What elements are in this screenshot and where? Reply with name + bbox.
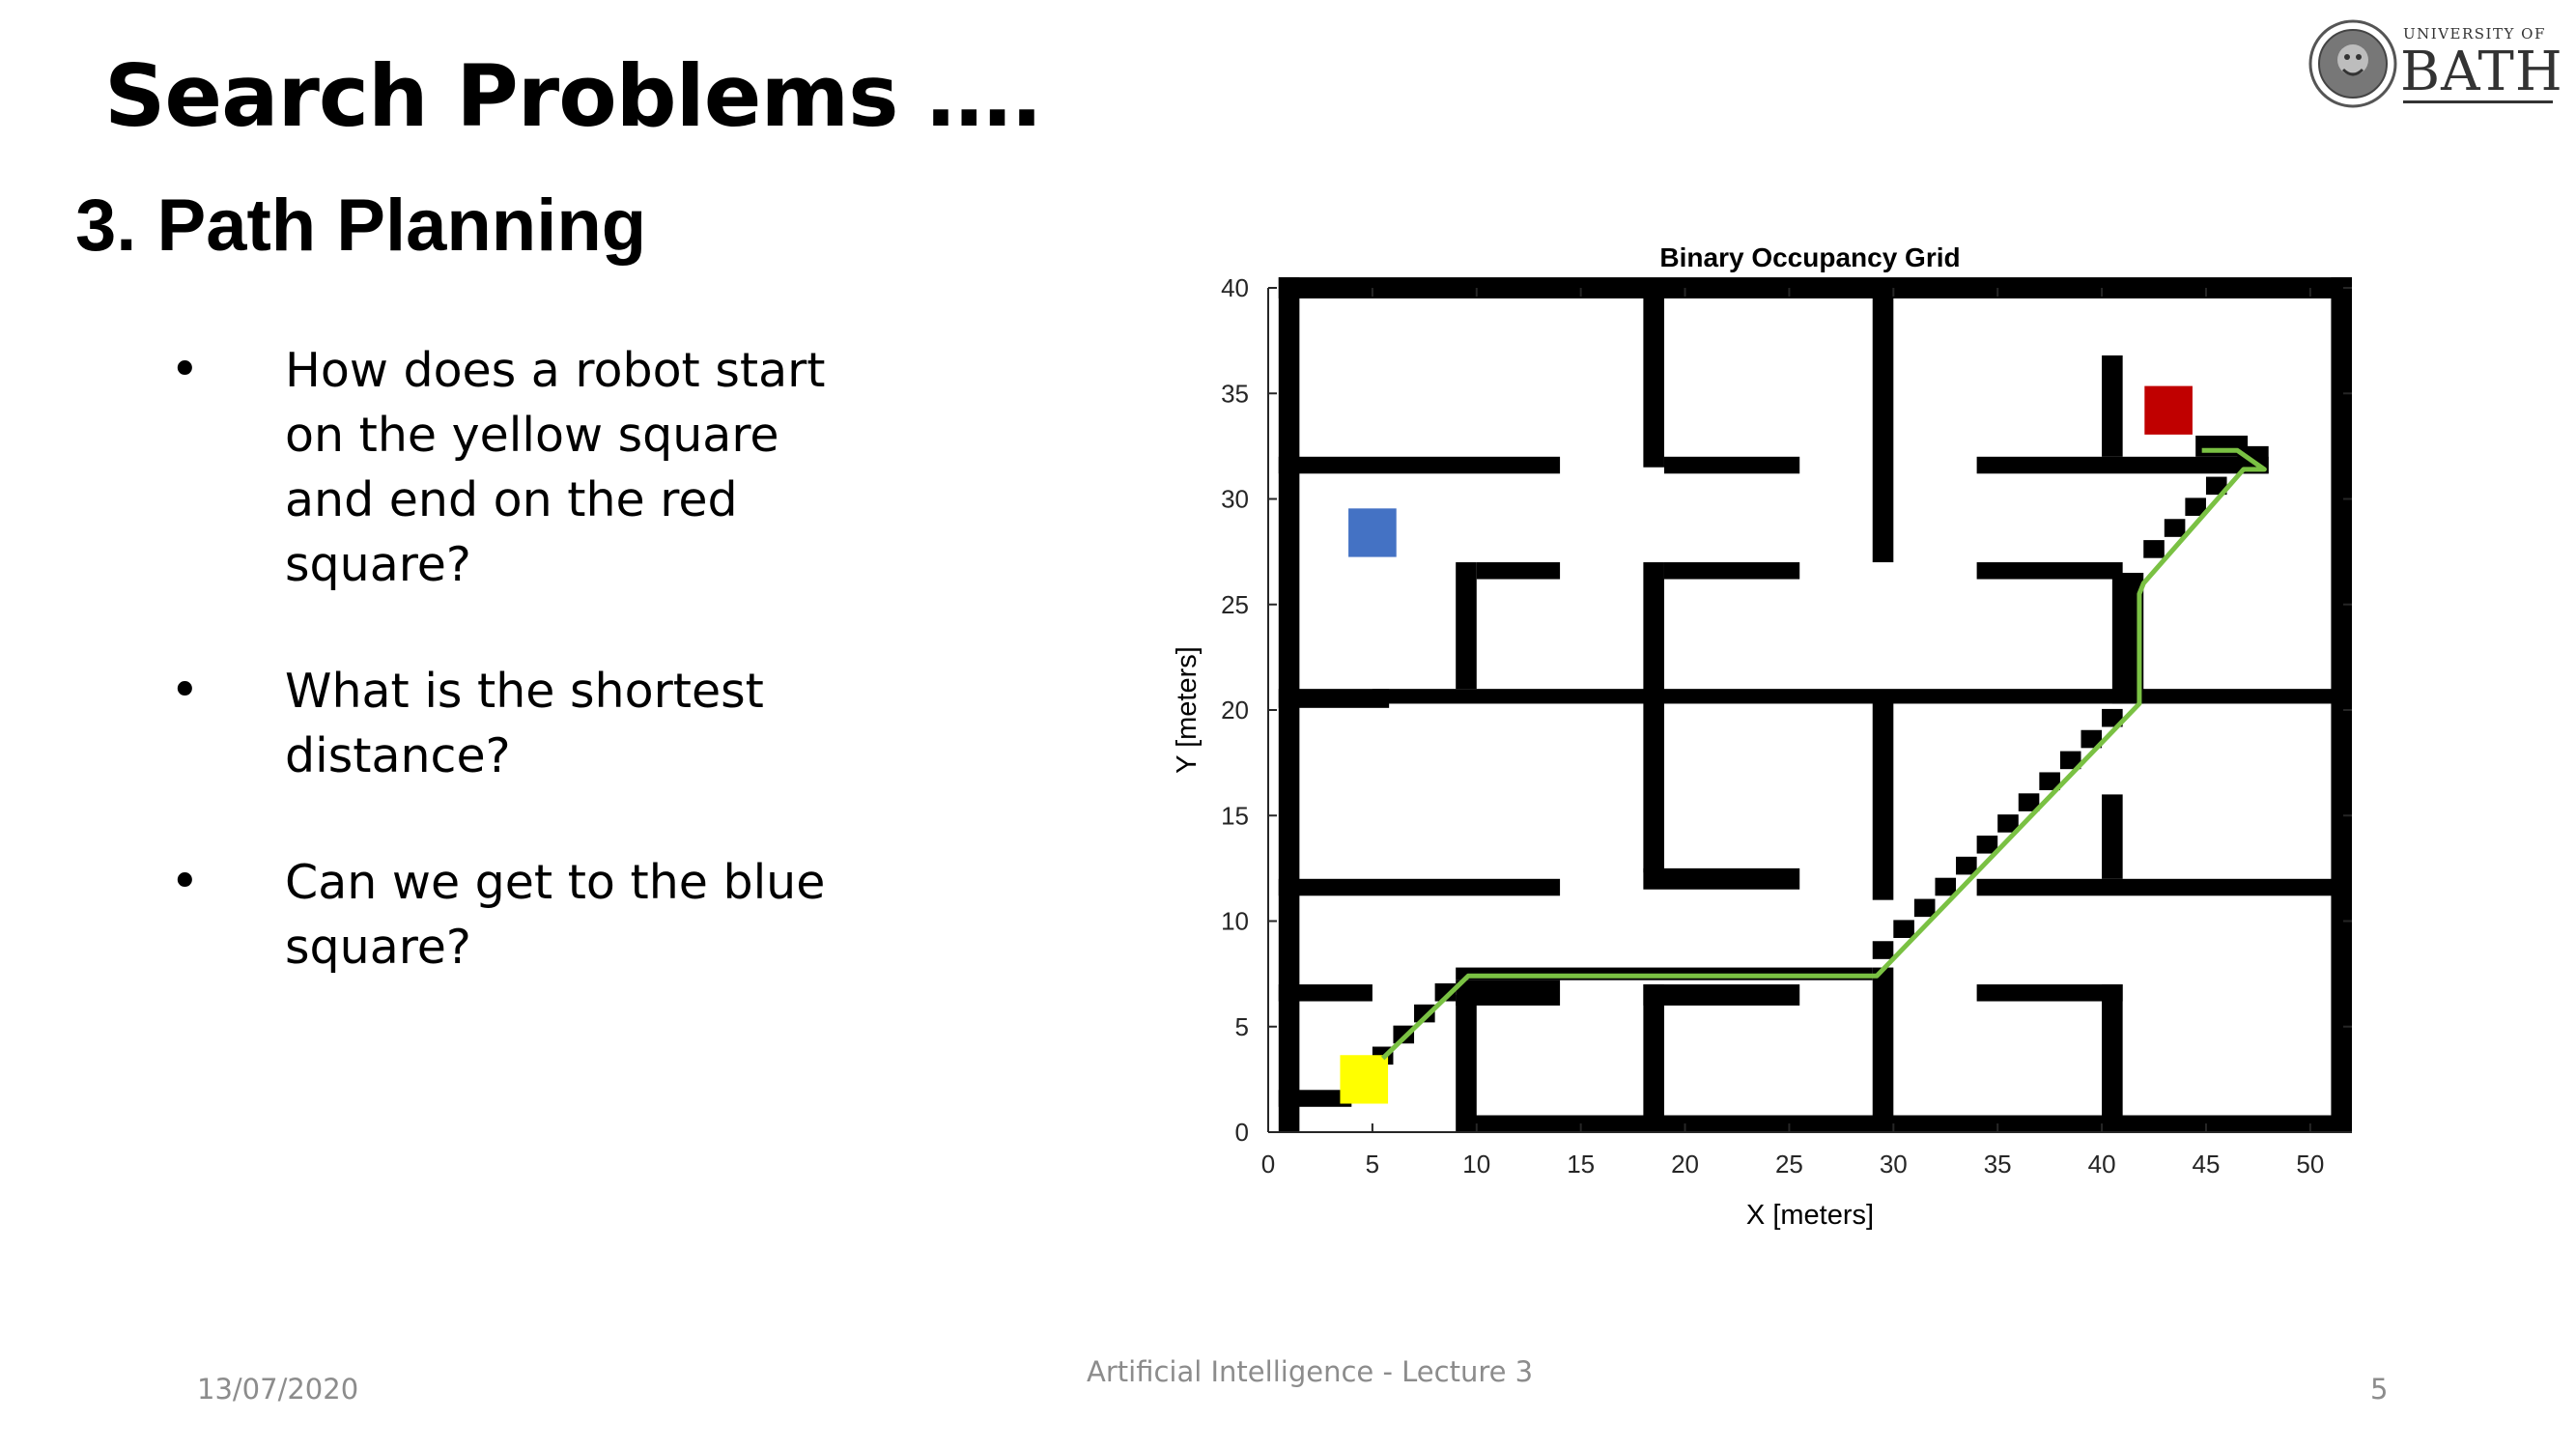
bullet-text: What is the shortest distance? <box>285 664 764 783</box>
occupied-cell <box>1278 1090 1352 1107</box>
y-tick-label: 35 <box>1221 379 1249 408</box>
occupied-cell <box>1872 941 1894 959</box>
occupied-cell <box>2102 984 2123 1132</box>
blue-target-marker <box>1348 508 1397 557</box>
occupied-cell <box>1643 699 1664 873</box>
chart-x-label: X [meters] <box>1746 1200 1874 1231</box>
y-tick-label: 25 <box>1221 590 1249 619</box>
footer-date: 13/07/2020 <box>197 1373 359 1406</box>
y-tick-label: 5 <box>1235 1012 1249 1041</box>
planned-path-line <box>1380 447 2267 1061</box>
university-logo: UNIVERSITY OF BATH <box>2308 19 2563 112</box>
logo-bath: BATH <box>2400 41 2563 103</box>
bullet-symbol: • <box>170 853 200 911</box>
occupied-cell <box>1976 878 2352 896</box>
occupied-cell <box>1893 920 1914 938</box>
x-tick-label: 15 <box>1567 1150 1595 1179</box>
x-tick-label: 10 <box>1462 1150 1490 1179</box>
chart-svg: Binary Occupancy Grid X [meters] Y [mete… <box>1172 242 2352 1231</box>
occupied-cell <box>1643 984 1664 1132</box>
occupied-cell <box>1663 562 1800 580</box>
start-marker <box>1340 1055 1389 1104</box>
occupied-cell <box>1465 1115 2352 1132</box>
university-crest-icon <box>2308 19 2397 108</box>
occupied-cell <box>1414 1004 1435 1023</box>
occupied-cell <box>1997 814 2019 833</box>
y-tick-label: 0 <box>1235 1118 1249 1147</box>
occupied-cell <box>1278 984 1373 1002</box>
occupied-cell <box>1456 562 1477 690</box>
bullet-item: • Can we get to the blue square? <box>164 850 860 980</box>
y-tick-label: 30 <box>1221 485 1249 514</box>
occupied-cell <box>1278 277 2352 298</box>
bullet-text: How does a robot start on the yellow squ… <box>285 343 826 592</box>
occupied-cell <box>2143 540 2165 558</box>
occupied-cell <box>1976 562 2123 580</box>
x-tick-label: 5 <box>1366 1150 1379 1179</box>
occupied-cell <box>1643 984 1800 1006</box>
x-tick-label: 0 <box>1261 1150 1275 1179</box>
x-tick-label: 40 <box>2088 1150 2116 1179</box>
occupied-cell <box>2185 497 2206 516</box>
occupied-cell <box>2102 794 2123 879</box>
logo-university-of: UNIVERSITY OF <box>2403 25 2546 43</box>
occupied-cell <box>1935 877 1957 896</box>
occupied-cell <box>1372 689 2352 704</box>
footer-lecture: Artificial Intelligence - Lecture 3 <box>1087 1355 1534 1388</box>
bullet-symbol: • <box>170 662 200 720</box>
x-tick-label: 35 <box>1984 1150 2012 1179</box>
bullet-item: • How does a robot start on the yellow s… <box>164 338 860 597</box>
occupied-cell <box>1872 967 1894 1132</box>
goal-marker <box>2144 385 2193 435</box>
y-tick-label: 15 <box>1221 801 1249 830</box>
occupied-cell <box>1976 836 1998 854</box>
y-tick-label: 10 <box>1221 907 1249 936</box>
logo-underline <box>2403 100 2553 103</box>
occupied-cell <box>1872 288 1894 563</box>
occupied-cell <box>2102 708 2123 727</box>
chart-y-label: Y [meters] <box>1172 646 1203 774</box>
occupied-cell <box>2039 772 2060 791</box>
occupied-cell <box>2018 793 2040 811</box>
occupied-cell <box>1956 856 1977 875</box>
x-tick-label: 20 <box>1671 1150 1699 1179</box>
bullet-item: • What is the shortest distance? <box>164 659 860 788</box>
occupied-cell <box>1456 994 1477 1132</box>
slide-title: Search Problems …. <box>104 46 1043 146</box>
occupied-cell <box>1278 878 1561 896</box>
x-tick-label: 50 <box>2296 1150 2324 1179</box>
occupied-cell <box>1643 867 1800 890</box>
occupied-cell <box>1976 456 2269 474</box>
occupied-cell <box>1278 456 1561 474</box>
occupied-cell <box>1434 982 1457 1002</box>
occupied-cell <box>1663 456 1800 474</box>
occupied-cell <box>1976 984 2123 1002</box>
footer-page-number: 5 <box>2370 1373 2389 1406</box>
slide-subtitle: 3. Path Planning <box>75 185 647 267</box>
occupied-cell <box>2164 519 2186 537</box>
occupied-cell <box>2081 729 2103 749</box>
bullet-list: • How does a robot start on the yellow s… <box>164 338 860 1041</box>
x-tick-label: 45 <box>2193 1150 2221 1179</box>
bullet-symbol: • <box>170 341 200 399</box>
occupancy-grid-chart: Binary Occupancy Grid X [meters] Y [mete… <box>1149 232 2405 1250</box>
occupied-cell <box>1476 562 1561 580</box>
occupied-cell <box>2205 476 2227 496</box>
occupied-cell <box>2331 277 2352 1132</box>
occupied-cell <box>1913 898 1936 918</box>
y-tick-label: 40 <box>1221 273 1249 302</box>
occupied-cell <box>1278 689 1390 708</box>
occupied-cell <box>1643 562 1664 700</box>
occupied-cell <box>2059 751 2081 770</box>
occupied-cell <box>1643 288 1664 468</box>
x-tick-label: 25 <box>1775 1150 1803 1179</box>
occupied-cell <box>1872 699 1894 900</box>
chart-title: Binary Occupancy Grid <box>1659 242 1960 272</box>
x-tick-label: 30 <box>1880 1150 1908 1179</box>
occupied-cell <box>2102 355 2123 457</box>
bullet-text: Can we get to the blue square? <box>285 855 826 975</box>
y-tick-label: 20 <box>1221 696 1249 724</box>
